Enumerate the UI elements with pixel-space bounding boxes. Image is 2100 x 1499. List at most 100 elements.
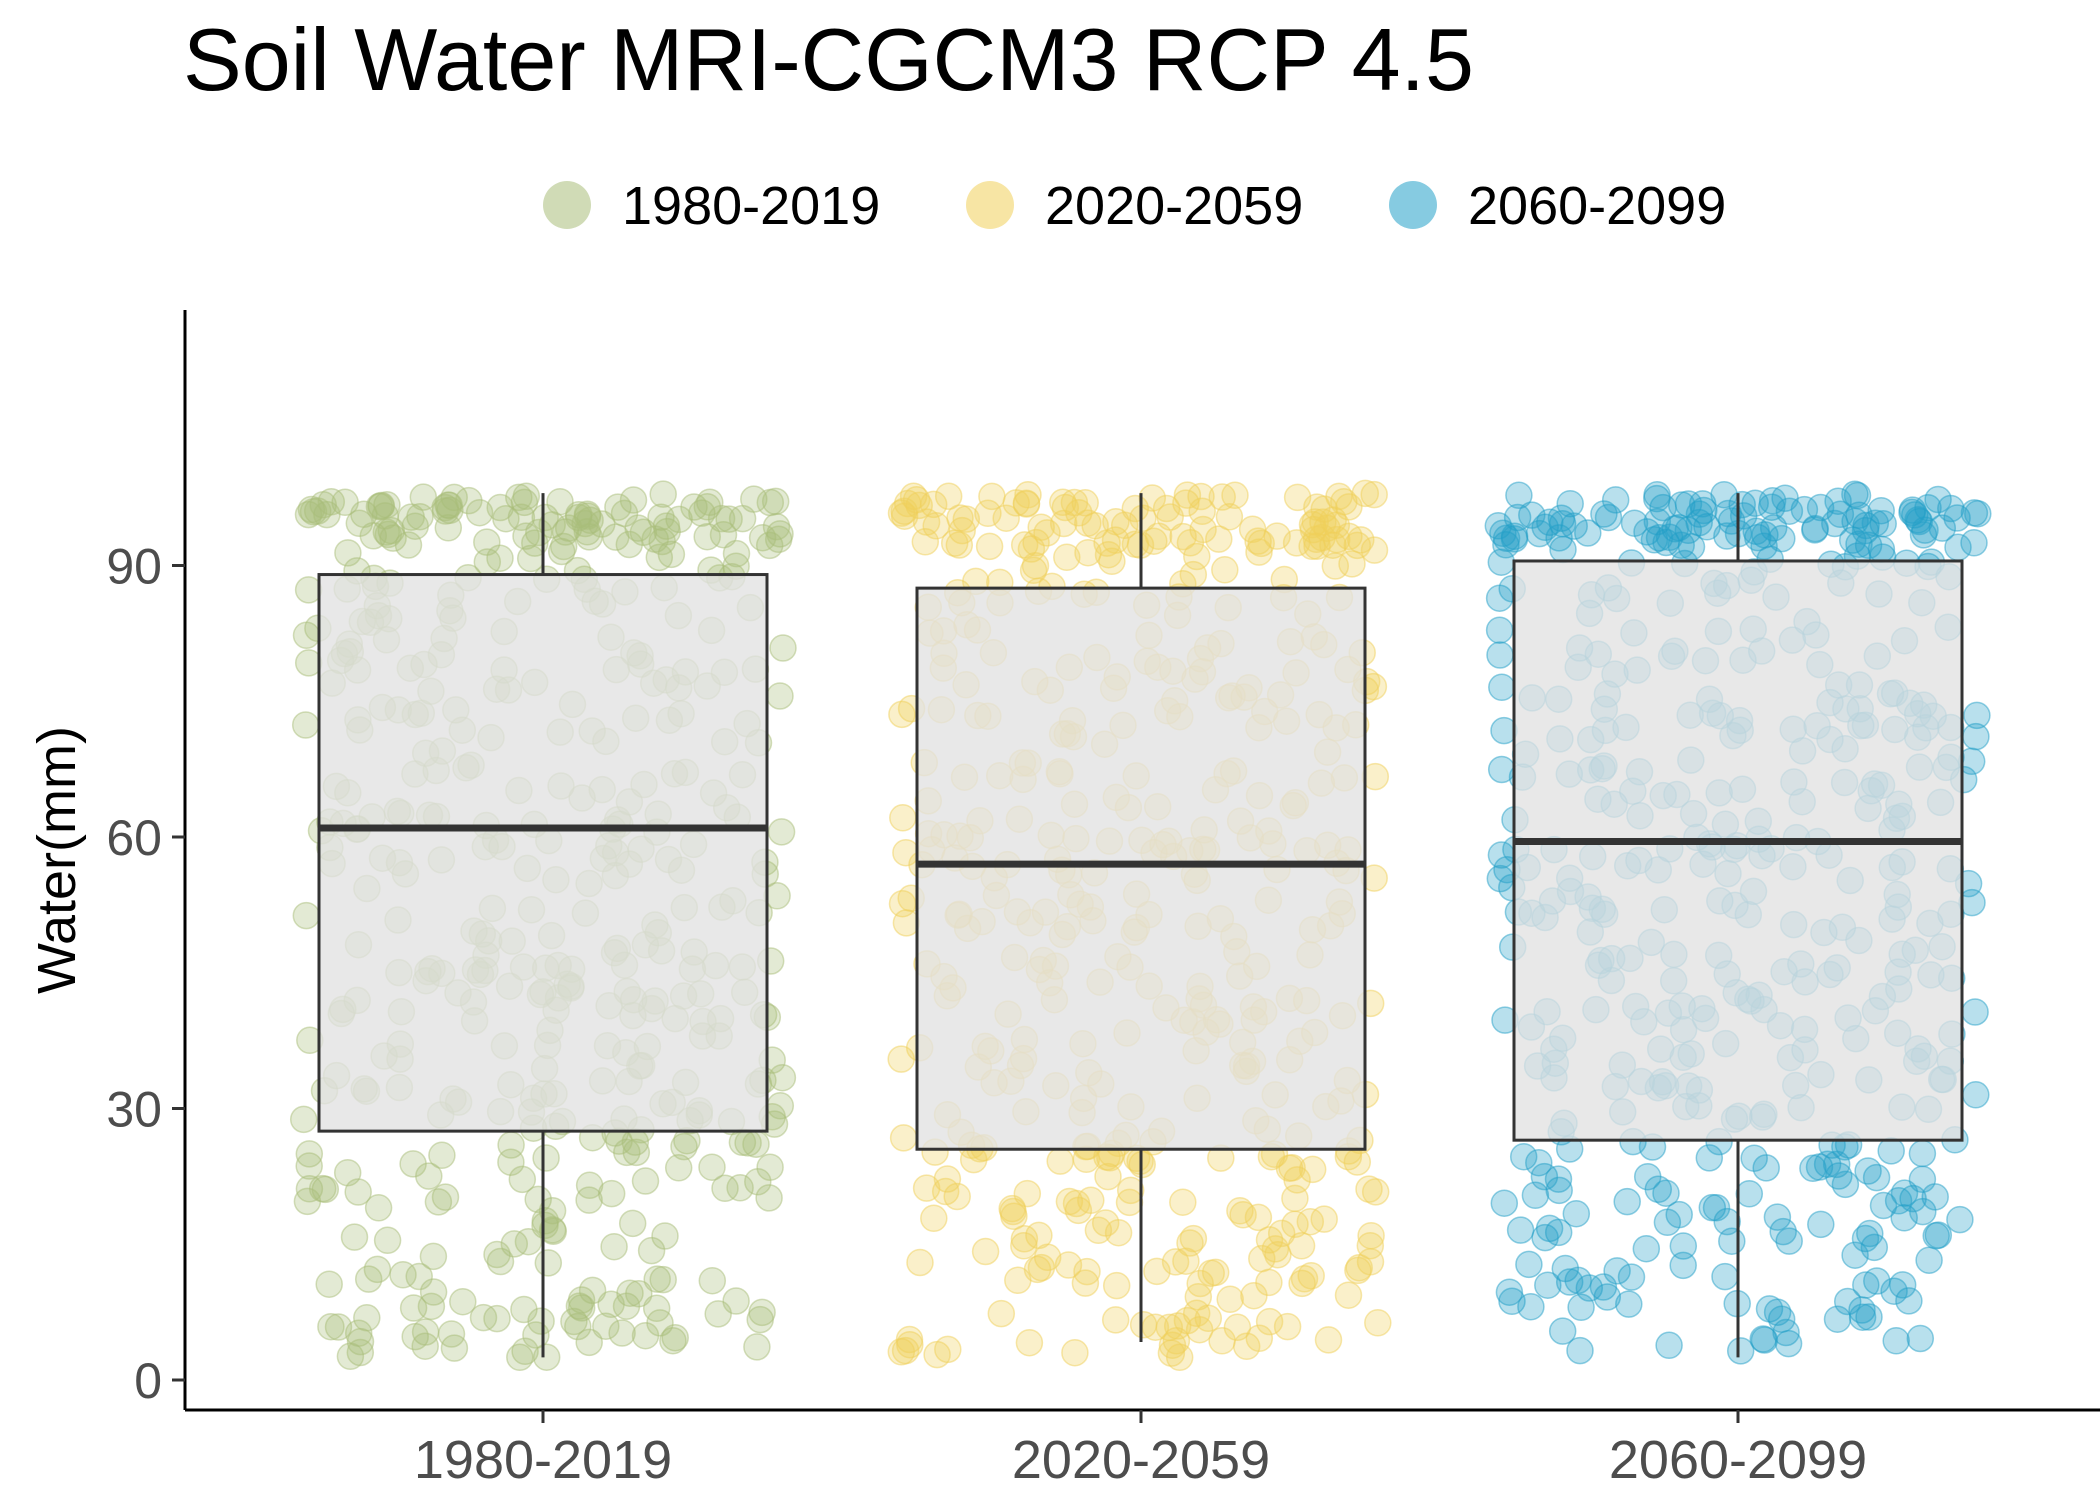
- data-point: [1655, 1331, 1683, 1360]
- data-point: [1685, 500, 1714, 528]
- data-point: [1156, 503, 1184, 531]
- y-ticks: 0 30 60 90: [106, 539, 185, 1409]
- box: [915, 586, 1367, 1151]
- data-point: [546, 487, 574, 516]
- data-point: [1310, 1205, 1338, 1233]
- data-point: [616, 1279, 644, 1307]
- data-point: [1667, 531, 1695, 559]
- data-point: [743, 1333, 771, 1361]
- data-point: [379, 524, 407, 552]
- data-point: [711, 1174, 739, 1203]
- data-point: [1823, 1305, 1852, 1333]
- data-point: [428, 1141, 456, 1170]
- data-point: [419, 1242, 448, 1271]
- data-point: [971, 1237, 1000, 1266]
- data-point: [975, 532, 1004, 561]
- data-point: [1620, 509, 1649, 537]
- data-point: [1688, 490, 1717, 518]
- data-point: [560, 1307, 588, 1336]
- data-point: [649, 1265, 677, 1294]
- data-point: [726, 1174, 754, 1202]
- data-point: [399, 1294, 428, 1322]
- data-point: [652, 512, 681, 540]
- data-point: [531, 1211, 559, 1240]
- data-point: [1194, 1304, 1223, 1333]
- y-tick-label: 0: [134, 1353, 162, 1409]
- data-point: [1603, 1257, 1631, 1285]
- data-point: [1909, 1197, 1937, 1226]
- data-point: [364, 1194, 393, 1222]
- data-point: [1525, 519, 1554, 548]
- data-point: [1161, 1248, 1190, 1276]
- data-point: [1015, 1328, 1044, 1357]
- data-point: [1486, 641, 1514, 669]
- data-point: [1882, 1327, 1910, 1355]
- data-point: [1298, 532, 1326, 561]
- data-point: [766, 682, 794, 710]
- data-point: [622, 1138, 651, 1167]
- data-point: [1014, 481, 1042, 509]
- data-point: [1962, 1081, 1990, 1109]
- data-point: [1343, 531, 1372, 560]
- data-point: [1364, 1309, 1392, 1337]
- data-point: [648, 527, 676, 556]
- data-point: [756, 1153, 784, 1181]
- data-point: [1594, 503, 1623, 532]
- data-point: [1314, 1326, 1343, 1354]
- data-point: [734, 1129, 762, 1157]
- data-point: [1877, 1137, 1905, 1165]
- data-point: [1169, 1188, 1197, 1216]
- data-point: [1061, 1338, 1089, 1367]
- data-point: [547, 537, 576, 566]
- data-point: [373, 1226, 402, 1255]
- data-point: [532, 1343, 561, 1371]
- y-axis-label: Water(mm): [27, 726, 87, 994]
- data-point: [1937, 494, 1965, 523]
- data-point: [670, 1132, 698, 1161]
- data-point: [1084, 1216, 1113, 1245]
- data-point: [1054, 1251, 1083, 1279]
- data-point: [1960, 529, 1988, 557]
- data-point: [1361, 1178, 1390, 1206]
- data-point: [748, 1298, 776, 1327]
- data-point: [1566, 1336, 1594, 1365]
- data-point: [1560, 512, 1588, 540]
- data-point: [1711, 1262, 1739, 1291]
- data-point: [1963, 701, 1991, 730]
- data-point: [1255, 1307, 1284, 1336]
- data-point: [1822, 1150, 1851, 1179]
- data-point: [1172, 1247, 1200, 1275]
- data-point: [1013, 1179, 1042, 1208]
- data-point: [1046, 1147, 1074, 1175]
- data-point: [1073, 1257, 1101, 1286]
- data-point: [419, 1278, 448, 1306]
- data-point: [431, 1183, 460, 1211]
- data-point: [1775, 497, 1804, 525]
- data-point: [1172, 489, 1200, 517]
- data-point: [1841, 480, 1869, 509]
- data-point: [1564, 1266, 1592, 1295]
- legend-label: 1980-2019: [622, 176, 880, 236]
- data-point: [1115, 1188, 1144, 1217]
- y-tick-label: 30: [106, 1082, 162, 1138]
- legend-swatch: [543, 181, 591, 229]
- data-point: [532, 1144, 560, 1172]
- data-point: [1094, 540, 1123, 569]
- data-point: [1486, 864, 1515, 893]
- data-point: [1863, 1267, 1891, 1295]
- data-point: [500, 1230, 529, 1258]
- data-point: [698, 1266, 727, 1295]
- data-point: [1319, 506, 1347, 534]
- data-point: [1890, 1179, 1919, 1207]
- data-point: [431, 497, 460, 525]
- data-point: [365, 492, 394, 521]
- y-tick-label: 60: [106, 810, 162, 866]
- data-point: [434, 514, 463, 542]
- x-ticks: 1980-2019 2020-2059 2060-2099: [414, 1410, 1867, 1490]
- data-point: [911, 528, 940, 556]
- data-point: [1216, 1285, 1244, 1314]
- data-point: [1562, 1199, 1591, 1228]
- data-point: [1102, 1271, 1131, 1300]
- legend: 1980-2019 2020-2059 2060-2099: [543, 176, 1726, 236]
